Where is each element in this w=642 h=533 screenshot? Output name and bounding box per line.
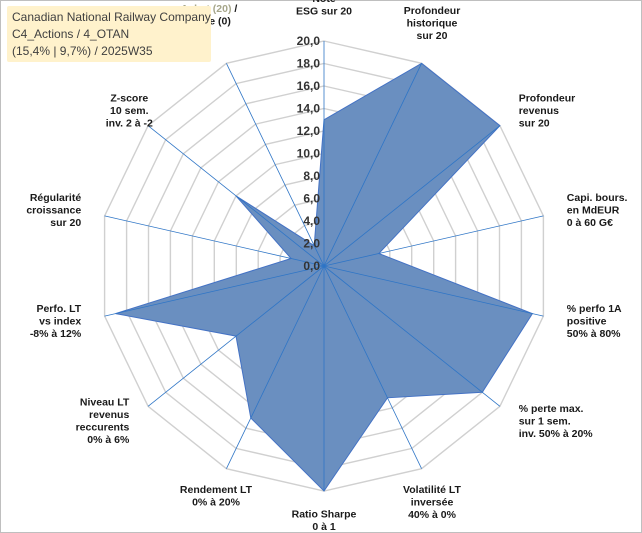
tick-label: 8,0 [303, 169, 320, 183]
axis-spoke [226, 63, 325, 267]
axis-label-line: Volatilité LT [403, 484, 462, 496]
axis-label-line: inv. 2 à -2 [106, 117, 153, 129]
axis-spoke [323, 63, 422, 267]
axis-label-line: Régularité [30, 192, 82, 204]
axis-label-line: % perte max. [519, 403, 584, 415]
axis-label-line: vs index [39, 316, 81, 328]
axis-label-line: reccurents [76, 422, 130, 434]
axis-spoke [323, 125, 501, 267]
axis-label-line: positive [567, 316, 607, 328]
axis-label-line: % perfo 1A [567, 303, 622, 315]
axis-label-line: 50% à 80% [567, 328, 621, 340]
axis-spoke [104, 265, 325, 317]
axis-label: Rendement LT0% à 20% [180, 484, 253, 509]
performance-stats: (15,4% | 9,7%) / 2025W35 [12, 44, 153, 58]
axis-label-line: inversée [411, 496, 454, 508]
axis-label-line: revenus [89, 409, 129, 421]
radar-tick-labels: 0,0 2,0 4,0 6,0 8,0 10,0 12,0 14,0 16,0 18,0 20,0 [297, 34, 321, 273]
axis-label: NoteESG sur 20 [296, 0, 352, 18]
axis-label-line: Ratio Sharpe [292, 509, 357, 521]
chart-title-box: Canadian National Railway Company C4_Act… [7, 6, 211, 62]
axis-spoke [147, 265, 325, 407]
tick-label: 16,0 [297, 79, 321, 93]
axis-label-line: sur 1 sem. [519, 415, 571, 427]
axis-label-line: 0 à 1 [312, 521, 336, 533]
tick-label: 10,0 [297, 147, 321, 161]
axis-label-line: 40% à 0% [408, 509, 457, 521]
tick-label: 2,0 [303, 237, 320, 251]
tick-label: 6,0 [303, 192, 320, 206]
tick-label: 4,0 [303, 214, 320, 228]
axis-label-line: historique [407, 18, 458, 30]
tick-label: 0,0 [303, 259, 320, 273]
radar-spokes [104, 41, 544, 491]
axis-label-line: Momentum [181, 0, 237, 3]
axis-spoke [323, 265, 501, 407]
tick-label: 14,0 [297, 102, 321, 116]
axis-label-line: inv. 50% à 20% [519, 428, 594, 440]
axis-label-line: sur 20 [417, 30, 448, 42]
axis-label-line: revenus [519, 105, 559, 117]
axis-label: % perte max.sur 1 sem.inv. 50% à 20% [519, 403, 594, 440]
tick-label: 12,0 [297, 124, 321, 138]
axis-spoke [226, 265, 325, 469]
axis-spoke [104, 215, 325, 267]
axis-label-line: -8% à 12% [30, 328, 82, 340]
company-name: Canadian National Railway Company [12, 10, 211, 24]
axis-label-line: Profondeur [519, 92, 576, 104]
axis-spoke [147, 125, 325, 267]
axis-label-line: ESG sur 20 [296, 6, 352, 18]
axis-label-line: sur 20 [50, 217, 81, 229]
axis-spoke [323, 265, 544, 317]
tick-label: 20,0 [297, 34, 321, 48]
portfolio-name: C4_Actions / 4_OTAN [12, 27, 130, 41]
axis-label-line: croissance [26, 205, 81, 217]
axis-label-line: 10 sem. [110, 105, 149, 117]
axis-label-line: Capi. bours. [567, 192, 628, 204]
axis-spoke [323, 265, 422, 469]
tick-label: 18,0 [297, 57, 321, 71]
axis-label-line: Note [312, 0, 335, 5]
axis-label-line: Perfo. LT [36, 303, 81, 315]
axis-label-line: Rendement LT [180, 484, 253, 496]
axis-label-line: Z-score [110, 92, 148, 104]
axis-label-line: en MdEUR [567, 205, 620, 217]
axis-label-line: 0% à 20% [192, 496, 241, 508]
axis-label-line: Niveau LT [80, 397, 130, 409]
axis-label-line: sur 20 [519, 117, 550, 129]
axis-label-line: 0 à 60 G€ [567, 217, 613, 229]
axis-label-line: 0% à 6% [87, 434, 130, 446]
axis-label-line: Profondeur [404, 5, 461, 17]
axis-spoke [323, 215, 544, 267]
